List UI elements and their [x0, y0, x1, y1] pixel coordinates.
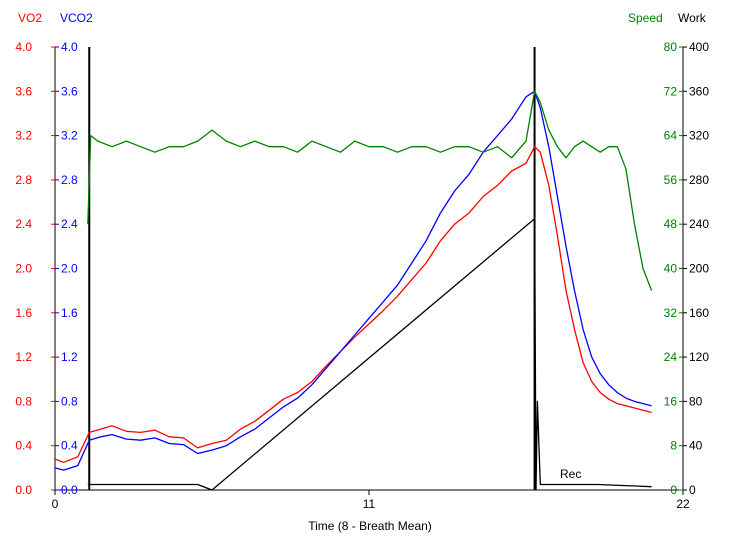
- vo2-tick-label: 3.6: [15, 84, 32, 98]
- vco2-tick-label: 2.4: [61, 217, 78, 231]
- vco2-tick-label: 1.6: [61, 306, 78, 320]
- speed-tick-label: 64: [664, 129, 678, 143]
- speed-tick-label: 40: [664, 262, 678, 276]
- speed-tick-label: 32: [664, 306, 678, 320]
- vo2-tick-label: 0.8: [15, 394, 32, 408]
- vco2-axis-title: VCO2: [60, 11, 93, 25]
- x-tick-label: 11: [363, 497, 376, 511]
- header-labels: VO2 VCO2 Speed Work: [18, 11, 707, 25]
- speed-tick-label: 56: [664, 173, 678, 187]
- work-tick-label: 80: [689, 394, 703, 408]
- x-tick-label: 0: [52, 497, 59, 511]
- work-tick-label: 120: [689, 350, 709, 364]
- speed-tick-label: 0: [670, 483, 677, 497]
- vo2-tick-label: 1.6: [15, 306, 32, 320]
- vco2-tick-label: 4.0: [61, 40, 78, 54]
- work-tick-label: 280: [689, 173, 709, 187]
- work-tick-label: 320: [689, 129, 709, 143]
- vco2-tick-label: 1.2: [61, 350, 78, 364]
- vco2-tick-label: 0.4: [61, 439, 78, 453]
- vco2-tick-label: 3.6: [61, 84, 78, 98]
- vo2-tick-label: 2.8: [15, 173, 32, 187]
- speed-tick-label: 16: [664, 394, 678, 408]
- vco2-tick-label: 0.8: [61, 394, 78, 408]
- work-tick-label: 0: [689, 483, 696, 497]
- work-tick-label: 200: [689, 262, 709, 276]
- vco2-tick-label: 2.8: [61, 173, 78, 187]
- series-group: [54, 90, 653, 491]
- work-tick-label: 160: [689, 306, 709, 320]
- work-tick-label: 360: [689, 84, 709, 98]
- speed-axis-title: Speed: [628, 11, 663, 25]
- speed-tick-label: 72: [664, 84, 678, 98]
- x-tick-label: 22: [676, 497, 690, 511]
- vo2-series-line: [54, 146, 652, 463]
- x-axis-title: Time (8 - Breath Mean): [308, 519, 432, 533]
- vco2-series-line: [54, 90, 652, 471]
- speed-tick-label: 48: [664, 217, 678, 231]
- vco2-tick-label: 3.2: [61, 129, 78, 143]
- work-tick-label: 400: [689, 40, 709, 54]
- speed-tick-label: 80: [664, 40, 678, 54]
- vco2-tick-label: 2.0: [61, 262, 78, 276]
- speed-tick-label: 8: [670, 439, 677, 453]
- speed-tick-label: 24: [664, 350, 678, 364]
- speed-series-line: [87, 90, 653, 291]
- vo2-tick-label: 0.4: [15, 439, 32, 453]
- work-tick-label: 240: [689, 217, 709, 231]
- vco2-tick-label: 0.0: [61, 483, 78, 497]
- vo2-tick-label: 3.2: [15, 129, 32, 143]
- vo2-axis-title: VO2: [18, 11, 42, 25]
- annotation-group: Rec: [560, 467, 581, 481]
- rec-annotation: Rec: [560, 467, 581, 481]
- work-tick-label: 40: [689, 439, 703, 453]
- work-series-line: [87, 218, 652, 491]
- vo2-tick-label: 0.0: [15, 483, 32, 497]
- work-axis-title: Work: [678, 11, 707, 25]
- axes-group: 0.0 0.4 0.8 1.2 1.6 2.0 2.4 2.8 3.2 3.6 4.0 0.0 0.4 0…: [15, 40, 709, 511]
- vo2-tick-label: 1.2: [15, 350, 32, 364]
- vo2-tick-label: 4.0: [15, 40, 32, 54]
- vo2-tick-label: 2.4: [15, 217, 32, 231]
- vo2-tick-label: 2.0: [15, 262, 32, 276]
